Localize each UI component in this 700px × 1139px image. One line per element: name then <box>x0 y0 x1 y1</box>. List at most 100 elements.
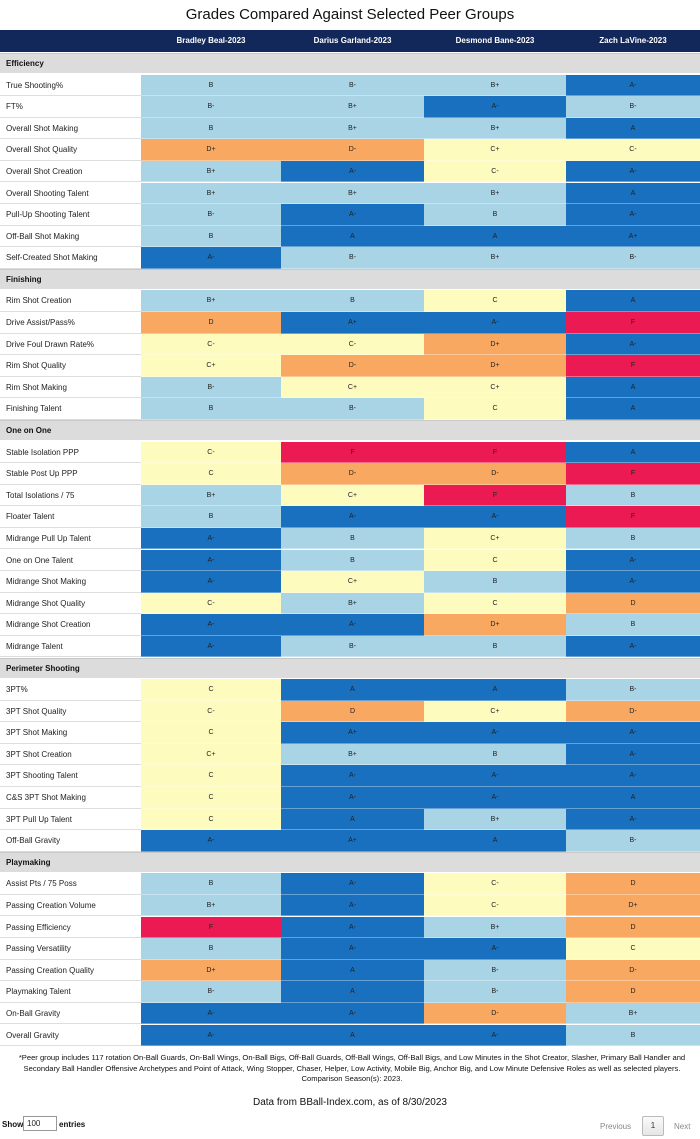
grade-cell: C- <box>424 873 566 895</box>
grade-cell: A- <box>281 204 424 226</box>
grade-cell: A- <box>566 204 700 226</box>
table-row: Midrange Pull Up Talent A- B C+ B <box>0 527 700 550</box>
grade-cell: C- <box>141 700 281 723</box>
table-row: Off-Ball Gravity A- A+ A B- <box>0 830 700 852</box>
grade-cell: F <box>424 484 566 507</box>
grade-cell: B- <box>141 204 281 226</box>
grade-cell: B+ <box>281 743 424 766</box>
metric-label: 3PT% <box>0 679 141 701</box>
grade-cell: C+ <box>281 571 424 593</box>
grade-cell: A+ <box>281 722 424 744</box>
grade-cell: A- <box>141 830 281 852</box>
section-title: Playmaking <box>6 857 51 867</box>
column-header-player-4[interactable]: Zach LaVine-2023 <box>599 36 667 45</box>
grade-cell: A- <box>281 160 424 183</box>
grade-cell: A <box>566 117 700 140</box>
grade-cell: C <box>424 398 566 420</box>
grade-cell: B+ <box>424 247 566 269</box>
table-row: Drive Foul Drawn Rate% C- C- D+ A- <box>0 333 700 356</box>
metric-label: Assist Pts / 75 Poss <box>0 873 141 895</box>
grade-cell: B <box>141 506 281 528</box>
grade-cell: C- <box>424 894 566 917</box>
column-header-player-1[interactable]: Bradley Beal-2023 <box>176 36 246 45</box>
grade-cell: B+ <box>141 182 281 205</box>
grade-cell: C+ <box>424 376 566 399</box>
section-header: Finishing <box>0 268 700 289</box>
grade-cell: B+ <box>141 484 281 507</box>
grade-cell: D- <box>424 1002 566 1025</box>
chart-title: Grades Compared Against Selected Peer Gr… <box>185 6 515 23</box>
grade-cell: A- <box>141 1024 281 1047</box>
grade-cell: A- <box>281 894 424 917</box>
grade-cell: A- <box>566 571 700 593</box>
table-row: Rim Shot Making B- C+ C+ A <box>0 376 700 399</box>
metric-label: Passing Creation Volume <box>0 894 141 917</box>
grade-cell: A <box>281 679 424 701</box>
previous-button[interactable]: Previous <box>600 1122 632 1131</box>
next-button[interactable]: Next <box>674 1122 691 1131</box>
grade-cell: A- <box>281 916 424 939</box>
table-row: One on One Talent A- B C A- <box>0 549 700 572</box>
grade-cell: B <box>141 398 281 420</box>
column-header-player-2[interactable]: Darius Garland-2023 <box>313 36 392 45</box>
table-row: Assist Pts / 75 Poss B A- C- D <box>0 873 700 895</box>
grade-cell: B+ <box>141 160 281 183</box>
metric-label: Overall Shot Making <box>0 117 141 140</box>
grade-cell: B+ <box>141 290 281 312</box>
grade-cell: B+ <box>424 808 566 831</box>
metric-label: Passing Versatility <box>0 938 141 960</box>
grade-cell: F <box>141 916 281 939</box>
metric-label: Total Isolations / 75 <box>0 484 141 507</box>
grade-cell: B- <box>566 96 700 118</box>
grade-cell: B <box>566 484 700 507</box>
grade-cell: A <box>281 808 424 831</box>
grade-cell: F <box>566 506 700 528</box>
table-row: 3PT Shooting Talent C A- A- A- <box>0 765 700 787</box>
metric-label: Stable Post Up PPP <box>0 463 141 485</box>
grade-cell: A- <box>281 614 424 636</box>
grade-cell: A- <box>566 743 700 766</box>
grade-cell: D <box>566 873 700 895</box>
entries-select[interactable]: 100 <box>23 1116 57 1131</box>
section-header: One on One <box>0 420 700 440</box>
metric-label: Midrange Pull Up Talent <box>0 527 141 550</box>
grade-cell: B+ <box>281 182 424 205</box>
grade-cell: B <box>566 614 700 636</box>
grade-cell: F <box>281 441 424 464</box>
table-row: Overall Shooting Talent B+ B+ B+ A <box>0 182 700 205</box>
grade-cell: B <box>281 549 424 572</box>
column-header-player-3[interactable]: Desmond Bane-2023 <box>455 36 535 45</box>
table-row: 3PT Pull Up Talent C A B+ A- <box>0 808 700 831</box>
grade-cell: A- <box>566 74 700 97</box>
grade-cell: B <box>424 571 566 593</box>
grade-cell: A <box>281 1024 424 1047</box>
section-header: Efficiency <box>0 53 700 73</box>
table-row: Passing Creation Volume B+ A- C- D+ <box>0 894 700 917</box>
table-row: Floater Talent B A- A- F <box>0 506 700 528</box>
metric-label: On-Ball Gravity <box>0 1002 141 1025</box>
footnote: *Peer group includes 117 rotation On-Bal… <box>18 1053 686 1084</box>
grade-cell: F <box>566 355 700 377</box>
grade-cell: C+ <box>281 484 424 507</box>
metric-label: Pull-Up Shooting Talent <box>0 204 141 226</box>
grade-cell: B- <box>141 376 281 399</box>
table-row: Drive Assist/Pass% D A+ A- F <box>0 312 700 334</box>
page-1-button[interactable]: 1 <box>642 1116 664 1136</box>
table-row: Midrange Talent A- B- B A- <box>0 635 700 658</box>
grade-cell: B+ <box>424 74 566 97</box>
grade-cell: B <box>141 74 281 97</box>
grade-cell: F <box>566 463 700 485</box>
grade-cell: A- <box>141 247 281 269</box>
show-label: Show <box>2 1120 24 1129</box>
grade-cell: C <box>141 787 281 809</box>
grade-cell: C- <box>566 139 700 161</box>
table-row: Midrange Shot Quality C- B+ C D <box>0 592 700 615</box>
metric-label: 3PT Shot Quality <box>0 700 141 723</box>
metric-label: Midrange Shot Creation <box>0 614 141 636</box>
grade-cell: B- <box>141 96 281 118</box>
grade-cell: A- <box>141 549 281 572</box>
table-row: Stable Post Up PPP C D- D- F <box>0 463 700 485</box>
table-row: On-Ball Gravity A- A- D- B+ <box>0 1002 700 1025</box>
table-row: Rim Shot Quality C+ D- D+ F <box>0 355 700 377</box>
grade-cell: A- <box>566 808 700 831</box>
